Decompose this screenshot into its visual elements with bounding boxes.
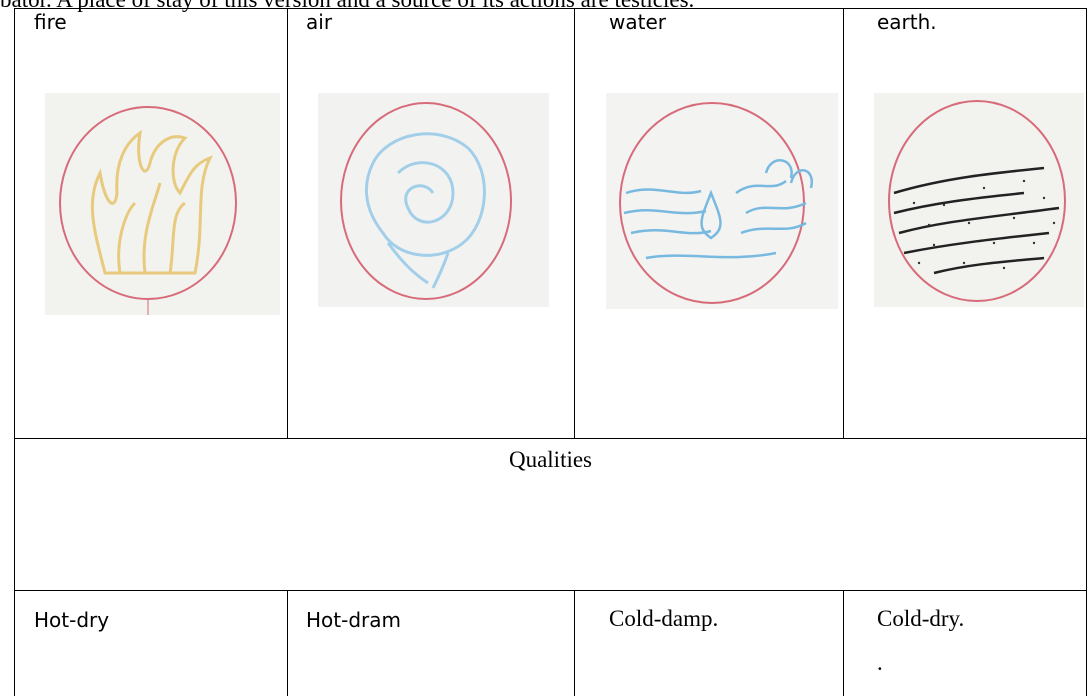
extra-mark: . <box>877 650 883 675</box>
water-drawing <box>606 93 838 309</box>
element-name: air <box>306 10 333 34</box>
quality: Hot-dram <box>306 608 401 632</box>
air-drawing <box>318 93 549 307</box>
table-border <box>14 8 15 696</box>
table-border <box>14 590 1087 591</box>
table-border <box>287 590 288 696</box>
table-border <box>843 8 844 438</box>
table-border <box>574 8 575 438</box>
element-name: fire <box>34 10 67 34</box>
table-border <box>574 590 575 696</box>
quality: Cold-damp. <box>609 606 719 631</box>
quality: Cold-dry. <box>877 606 965 631</box>
quality: Hot-dry <box>34 608 110 632</box>
table-border <box>14 438 1087 439</box>
table-border <box>1086 8 1087 696</box>
header-text: bator. A place of stay of this version a… <box>0 0 694 13</box>
table-border <box>843 590 844 696</box>
table-border <box>287 8 288 438</box>
element-name: water <box>609 10 666 34</box>
qualities-label: Qualities <box>508 447 593 472</box>
element-name: earth. <box>877 10 937 34</box>
earth-drawing <box>874 93 1084 307</box>
fire-drawing <box>45 93 280 315</box>
table-border <box>14 8 1087 9</box>
